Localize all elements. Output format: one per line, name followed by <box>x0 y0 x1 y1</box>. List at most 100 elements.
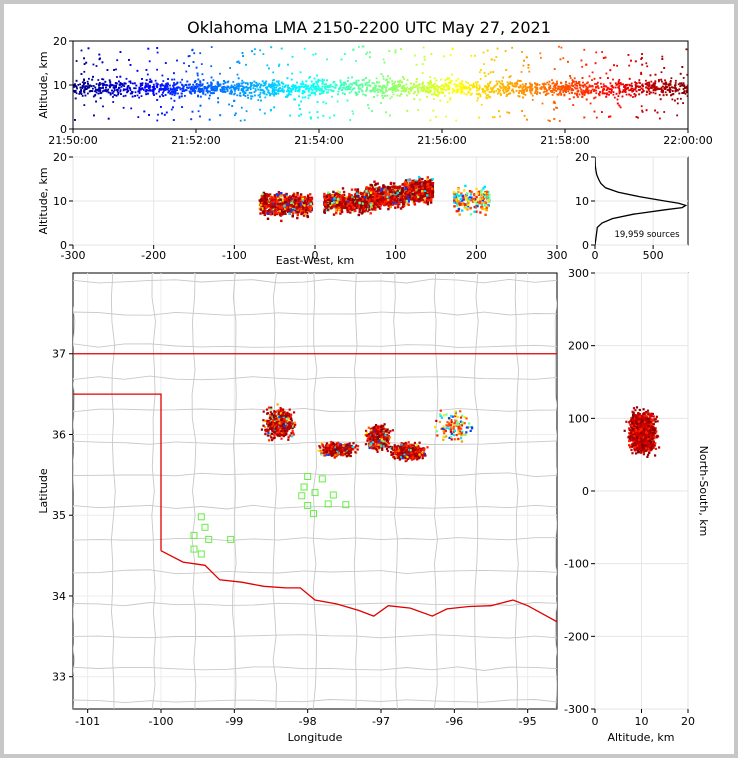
chart-title: Oklahoma LMA 2150-2200 UTC May 27, 2021 <box>187 18 551 37</box>
time-source-point <box>547 83 550 86</box>
ew-source-point <box>292 200 295 204</box>
time-source-point <box>355 79 358 82</box>
time-source-point <box>269 94 271 97</box>
time-source-point <box>321 82 324 85</box>
time-source-point <box>259 91 262 94</box>
time-source-point <box>230 91 233 94</box>
time-source-point <box>254 48 256 51</box>
time-source-point <box>193 85 196 88</box>
ew-source-point <box>258 199 261 202</box>
ew-source-point <box>278 194 281 197</box>
time-source-point <box>83 104 86 106</box>
time-source-point <box>435 79 438 82</box>
time-source-point <box>81 81 84 84</box>
time-source-point <box>366 81 368 84</box>
time-source-point <box>506 111 509 114</box>
time-source-point <box>151 90 154 92</box>
ew-source-point <box>361 209 364 212</box>
ew-source-point <box>325 207 328 210</box>
time-source-point <box>673 87 676 89</box>
time-source-point <box>275 86 277 89</box>
time-source-point <box>236 73 239 76</box>
time-source-point <box>602 83 605 86</box>
time-source-point <box>116 76 118 78</box>
ew-source-point <box>309 199 312 202</box>
time-source-point <box>228 87 231 90</box>
time-source-point <box>478 116 480 119</box>
time-source-point <box>176 89 178 91</box>
time-source-point <box>300 100 302 103</box>
time-source-point <box>597 85 599 87</box>
time-source-point <box>230 92 233 95</box>
time-source-point <box>370 90 372 92</box>
time-source-point <box>116 89 118 91</box>
time-source-point <box>281 85 284 88</box>
time-source-point <box>464 87 466 90</box>
time-source-point <box>263 84 266 87</box>
time-source-point <box>114 84 117 87</box>
time-source-point <box>271 87 274 90</box>
time-source-point <box>273 86 276 89</box>
time-source-point <box>593 90 595 92</box>
time-source-point <box>290 89 293 91</box>
county-line <box>272 273 278 709</box>
time-source-point <box>173 94 176 97</box>
time-source-point <box>107 88 110 91</box>
time-source-point <box>549 120 551 122</box>
time-source-point <box>441 84 444 86</box>
time-source-point <box>645 109 648 112</box>
time-source-point <box>588 85 591 88</box>
time-source-point <box>149 84 151 87</box>
ew-source-point <box>292 192 296 195</box>
time-source-point <box>519 86 522 88</box>
ew-source-point <box>356 188 360 191</box>
time-source-point <box>173 78 176 81</box>
time-source-point <box>530 85 533 88</box>
ew-source-point <box>272 200 275 204</box>
time-source-point <box>461 88 463 91</box>
time-source-point <box>365 90 368 92</box>
time-source-point <box>418 83 421 85</box>
time-source-point <box>141 82 144 85</box>
time-source-point <box>212 88 215 91</box>
time-source-point <box>606 92 608 95</box>
time-source-point <box>210 84 213 86</box>
time-source-point <box>587 91 590 94</box>
time-source-point <box>389 97 392 100</box>
time-source-point <box>210 46 213 48</box>
time-source-point <box>575 82 578 85</box>
time-source-point <box>443 88 445 91</box>
time-source-point <box>495 90 498 92</box>
time-source-point <box>362 93 364 96</box>
ew-source-point <box>300 196 304 199</box>
time-source-point <box>153 85 155 88</box>
time-source-point <box>382 92 385 94</box>
time-source-point <box>280 47 283 50</box>
time-source-point <box>381 92 384 95</box>
time-source-point <box>390 95 393 98</box>
time-source-point <box>352 87 355 90</box>
time-source-point <box>383 61 386 64</box>
time-source-point <box>236 85 239 87</box>
time-source-point <box>312 85 314 88</box>
time-source-point <box>270 86 272 89</box>
time-source-point <box>427 81 429 84</box>
ew-source-point <box>279 206 282 209</box>
time-source-point <box>520 89 523 92</box>
time-source-point <box>104 80 107 83</box>
time-source-point <box>337 90 340 93</box>
time-source-point <box>582 81 584 84</box>
time-source-point <box>242 94 245 96</box>
ew-source-point <box>268 193 271 197</box>
time-source-point <box>79 91 82 94</box>
time-source-point <box>245 63 247 66</box>
time-source-point <box>88 84 90 87</box>
time-source-point <box>85 61 88 64</box>
time-source-point <box>585 82 588 85</box>
time-source-point <box>627 86 629 89</box>
ew-source-point <box>273 202 277 205</box>
time-source-point <box>569 75 571 77</box>
time-source-point <box>243 119 246 122</box>
time-source-point <box>116 90 119 93</box>
time-source-point <box>339 85 342 88</box>
